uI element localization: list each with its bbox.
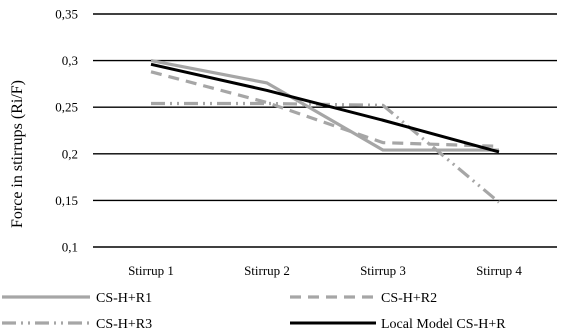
y-tick-label: 0,3: [62, 53, 78, 68]
x-tick-label: Stirrup 4: [476, 263, 522, 278]
x-tick-label: Stirrup 1: [128, 263, 174, 278]
x-tick-label: Stirrup 2: [244, 263, 290, 278]
legend-label: CS-H+R1: [96, 291, 152, 306]
series-lines: [150, 59, 501, 204]
y-tick-label: 0,15: [55, 193, 78, 208]
series-line: [150, 62, 500, 154]
y-tick-label: 0,25: [55, 100, 78, 115]
x-tick-label: Stirrup 3: [360, 263, 406, 278]
y-tick-label: 0,35: [55, 7, 78, 22]
series-line: [150, 70, 500, 148]
series-line: [150, 59, 499, 152]
legend-label: Local Model CS-H+R: [381, 317, 506, 332]
grid: [93, 13, 557, 248]
legend: CS-H+R1 CS-H+R2 CS-H+R3 Local Model CS-H+R: [2, 291, 506, 332]
y-tick-label: 0,1: [62, 240, 78, 255]
x-tick-labels: Stirrup 1 Stirrup 2 Stirrup 3 Stirrup 4: [128, 263, 522, 278]
legend-label: CS-H+R2: [381, 291, 437, 306]
y-tick-labels: 0,1 0,15 0,2 0,25 0,3 0,35: [55, 7, 78, 255]
legend-label: CS-H+R3: [96, 317, 152, 332]
y-tick-label: 0,2: [62, 146, 78, 161]
y-axis-title: Force in stirrups (Ri/F): [9, 80, 26, 228]
